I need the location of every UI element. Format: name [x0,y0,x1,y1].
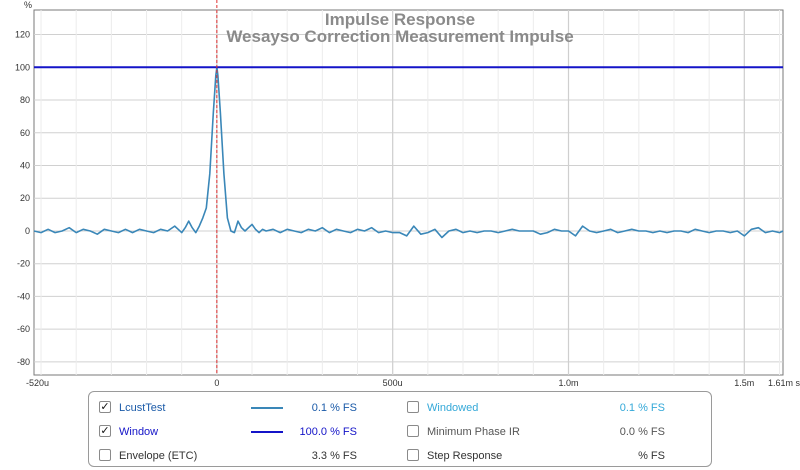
legend-swatch [251,407,283,409]
y-tick-label: -60 [17,324,30,334]
y-axis-unit-label: % [24,0,33,10]
legend-value: 3.3 % FS [311,450,357,462]
y-tick-label: -20 [17,259,30,269]
legend-label: Windowed [427,402,479,414]
x-tick-label: 0 [214,378,219,388]
legend-value: 0.0 % FS [619,426,665,438]
legend-value: 0.1 % FS [311,402,357,414]
x-tick-label: 500u [383,378,403,388]
legend-label: Window [119,426,159,438]
y-tick-label: 20 [20,193,30,203]
legend-checkbox[interactable]: ✓ [99,425,111,437]
x-tick-label: 1.0m [558,378,578,388]
legend-checkbox[interactable]: ✓ [99,401,111,413]
legend-item-envelope-etc: Envelope (ETC) 3.3 % FS [89,443,711,467]
chart-title: Impulse Response [325,10,475,29]
legend-item-minimum-phase-ir: Minimum Phase IR 0.0 % FS [89,419,711,443]
x-tick-label: 1.5m [734,378,754,388]
legend-value: % FS [638,450,665,462]
legend-label: LcustTest [119,402,166,414]
y-tick-label: -40 [17,291,30,301]
legend-checkbox[interactable] [407,401,419,413]
legend-label: Step Response [427,450,503,462]
legend-checkbox[interactable] [407,425,419,437]
y-tick-label: 0 [25,226,30,236]
impulse-response-chart[interactable]: % 120 100 80 60 40 20 0 -20 -40 -60 -80 -520u 0 500u 1… [0,0,800,390]
legend-value: 0.1 % FS [619,402,665,414]
y-tick-label: 40 [20,160,30,170]
legend-label: Minimum Phase IR [427,426,520,438]
legend-item-windowed: Windowed 0.1 % FS [89,395,711,419]
legend-item-window: ✓ Window 100.0 % FS [89,419,711,443]
x-tick-label: -520u [26,378,49,388]
series-line-lcusttest [33,66,784,239]
y-tick-label: 60 [20,128,30,138]
legend-checkbox[interactable] [407,449,419,461]
x-tick-label: 1.61m s [768,378,800,388]
plot-area[interactable]: 120 100 80 60 40 20 0 -20 -40 -60 -80 -520u 0 500u 1.0… [0,0,800,390]
y-tick-label: -80 [17,357,30,367]
y-tick-label: 120 [15,30,30,40]
legend-label: Envelope (ETC) [119,450,198,462]
y-tick-label: 80 [20,95,30,105]
legend-checkbox[interactable] [99,449,111,461]
legend-value: 100.0 % FS [299,426,357,438]
legend-item-lcusttest: ✓ LcustTest 0.1 % FS [89,395,711,419]
legend-swatch [251,431,283,433]
legend-panel: ✓ LcustTest 0.1 % FS ✓ Window 100.0 % FS Envel… [88,391,712,467]
legend-item-step-response: Step Response % FS [89,443,711,467]
chart-subtitle: Wesayso Correction Measurement Impulse [226,27,573,46]
y-tick-label: 100 [15,62,30,72]
plot-frame [33,9,784,376]
